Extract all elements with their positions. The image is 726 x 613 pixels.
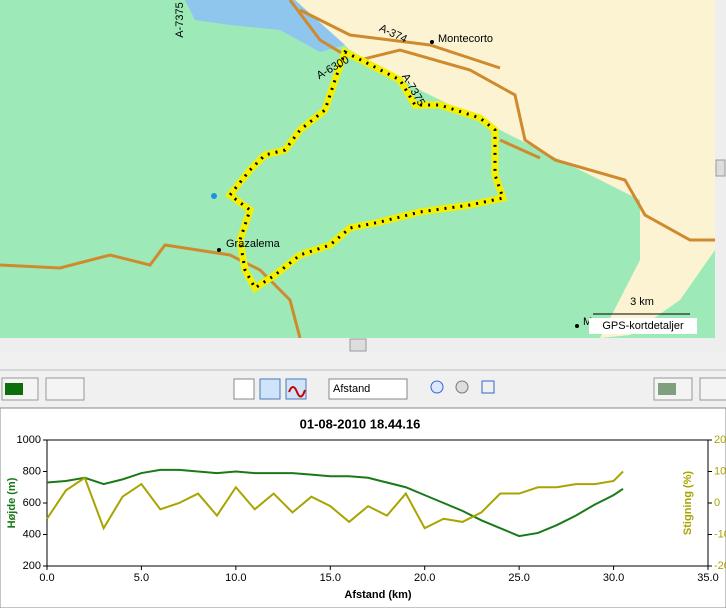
y2-tick-label: 20 — [714, 434, 726, 446]
y2-tick-label: 0 — [714, 497, 720, 509]
data-line — [46, 470, 624, 531]
town-label: Grazalema — [226, 238, 281, 250]
axis-select-label[interactable]: Afstand — [333, 383, 370, 395]
y2-axis-label: Stigning (%) — [682, 471, 694, 535]
x-tick-label: 30.0 — [603, 572, 624, 584]
y-tick-label: 600 — [23, 497, 41, 509]
x-tick-label: 15.0 — [320, 572, 341, 584]
x-tick-label: 20.0 — [414, 572, 435, 584]
color-swatch — [658, 383, 676, 395]
axis-select[interactable] — [328, 378, 408, 400]
town-label: Montecorto — [438, 33, 493, 45]
icon — [288, 386, 306, 398]
dropdown-button[interactable] — [45, 377, 85, 401]
x-tick-label: 10.0 — [225, 572, 246, 584]
chart-panel — [0, 407, 726, 609]
v-scroll-thumb[interactable] — [715, 159, 726, 177]
x-tick-label: 0.0 — [39, 572, 54, 584]
y2-tick-label: -10 — [714, 528, 726, 540]
x-tick-label: 35.0 — [697, 572, 718, 584]
x-tick-label: 25.0 — [508, 572, 529, 584]
color-swatch — [5, 383, 23, 395]
track-points — [227, 49, 505, 291]
x-tick-label: 5.0 — [134, 572, 149, 584]
x-axis-label: Afstand (km) — [344, 589, 412, 601]
y-tick-label: 800 — [23, 465, 41, 477]
y-axis-label: Højde (m) — [6, 477, 18, 528]
town-label: M — [583, 316, 592, 328]
waypoint — [211, 193, 217, 199]
tool-button[interactable] — [259, 378, 281, 400]
y-tick-label: 1000 — [17, 434, 41, 446]
data-line — [46, 468, 624, 538]
tool-button[interactable] — [233, 378, 255, 400]
town-dot — [217, 248, 221, 252]
details-label[interactable]: GPS-kortdetaljer — [602, 320, 684, 332]
h-scroll-thumb[interactable] — [349, 338, 367, 352]
chart-title: 01-08-2010 18.44.16 — [300, 416, 421, 431]
road-label: A-7375 — [174, 2, 186, 37]
dropdown-button[interactable] — [699, 377, 726, 401]
land-area — [295, 0, 715, 338]
town-dot — [575, 324, 579, 328]
y-tick-label: 400 — [23, 528, 41, 540]
town-dot — [430, 40, 434, 44]
scale-label: 3 km — [630, 296, 654, 308]
details-box[interactable] — [589, 318, 697, 334]
zoom-in[interactable] — [430, 380, 444, 394]
y2-tick-label: 10 — [714, 465, 726, 477]
zoom-fit[interactable] — [481, 380, 495, 394]
y2-tick-label: -20 — [714, 560, 726, 572]
zoom-out[interactable] — [455, 380, 469, 394]
y-tick-label: 200 — [23, 560, 41, 572]
